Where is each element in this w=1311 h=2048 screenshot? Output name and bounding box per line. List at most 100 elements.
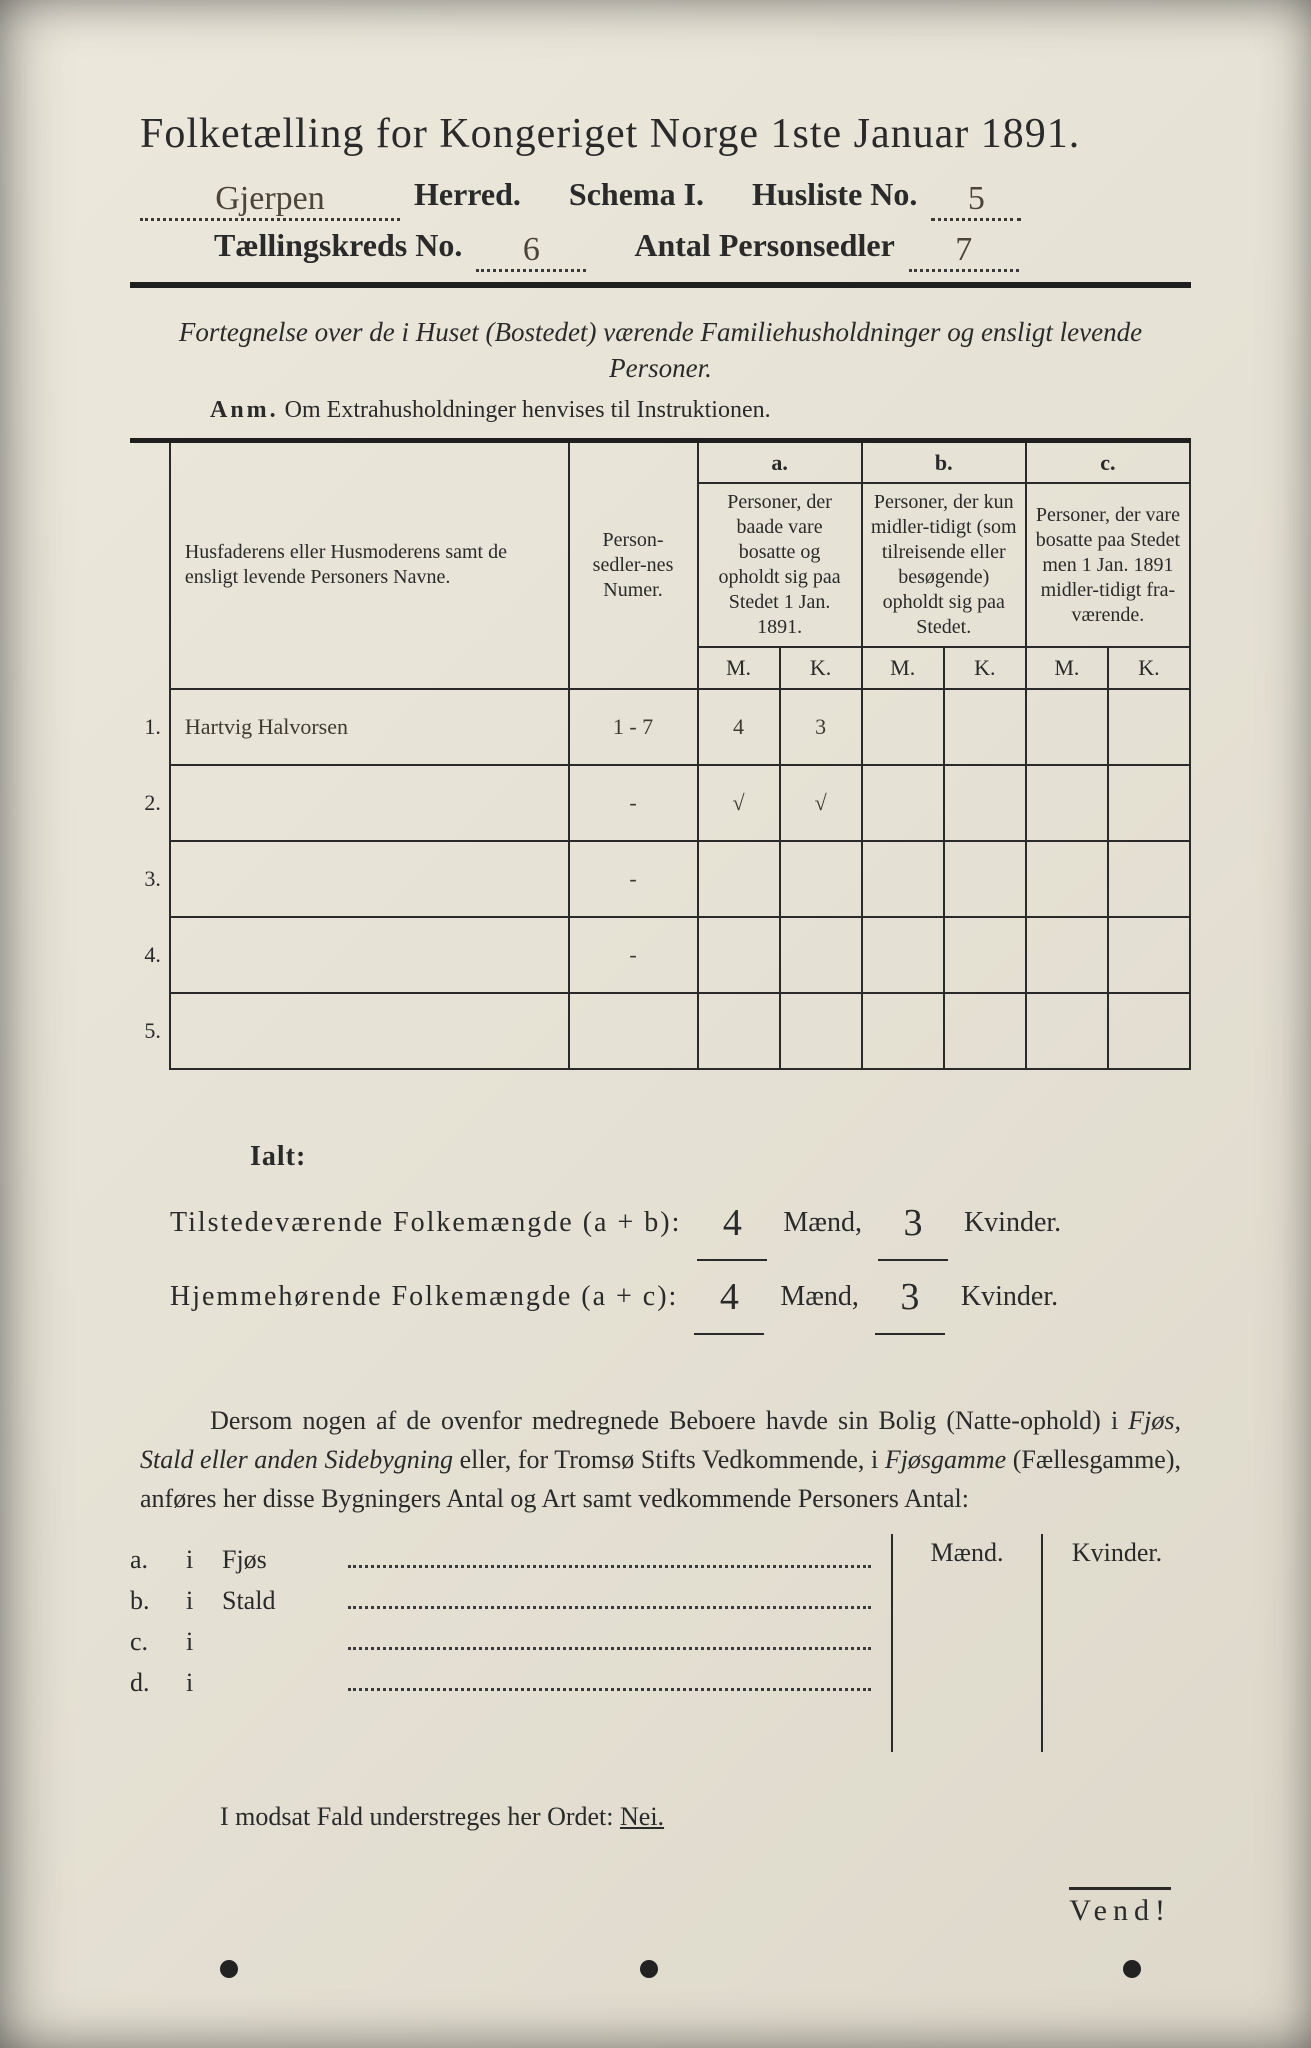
table-row: 5. [130, 993, 1190, 1069]
row-aM: √ [698, 765, 780, 841]
totals-line-2: Hjemmehørende Folkemængde (a + c): 4 Mæn… [170, 1257, 1191, 1331]
row-numer: 1 - 7 [569, 689, 698, 765]
row-number: 3. [130, 841, 170, 917]
row-name [170, 993, 569, 1069]
row-aM: 4 [698, 689, 780, 765]
row-cM [1026, 917, 1108, 993]
opt-name: Fjøs [222, 1545, 332, 1575]
totals-l1-k: 3 [878, 1187, 948, 1261]
row-aK: √ [780, 765, 862, 841]
vend-label: Vend! [1069, 1887, 1171, 1928]
row-aK [780, 917, 862, 993]
col-a-K: K. [780, 647, 862, 689]
row-numer: - [569, 765, 698, 841]
punch-hole [640, 1960, 658, 1978]
col-a-label: a. [698, 440, 862, 483]
col-c-text: Personer, der vare bosatte paa Stedet me… [1026, 483, 1190, 647]
row-cK [1108, 917, 1190, 993]
anm-line: Anm. Om Extrahusholdninger henvises til … [210, 397, 1191, 424]
punch-hole [1123, 1960, 1141, 1978]
kreds-label: Tællingskreds No. [214, 227, 462, 264]
col-b-M: M. [862, 647, 944, 689]
row-bK [944, 917, 1026, 993]
opt-i: i [186, 1668, 206, 1698]
herred-label: Herred. [414, 176, 521, 213]
row-aM [698, 917, 780, 993]
option-line: b.iStald [130, 1583, 871, 1616]
options-list: a.iFjøsb.iStaldc.id.i [130, 1534, 891, 1752]
row-name: Hartvig Halvorsen [170, 689, 569, 765]
col-b-K: K. [944, 647, 1026, 689]
row-bK [944, 993, 1026, 1069]
schema-label: Schema I. [569, 176, 704, 213]
punch-hole [220, 1960, 238, 1978]
table-row: 4. - [130, 917, 1190, 993]
col-b-label: b. [862, 440, 1026, 483]
opt-dots [348, 1624, 871, 1650]
main-table: Husfaderens eller Husmoderens samt de en… [130, 438, 1191, 1070]
row-cM [1026, 765, 1108, 841]
ialt-label: Ialt: [250, 1130, 1191, 1183]
anm-lead: Anm. [210, 397, 279, 423]
row-number: 4. [130, 917, 170, 993]
row-numer [569, 993, 698, 1069]
totals-kvinder-1: Kvinder. [964, 1196, 1061, 1249]
mk-maend: Mænd. [893, 1534, 1043, 1572]
row-name [170, 765, 569, 841]
totals-line-1: Tilstedeværende Folkemængde (a + b): 4 M… [170, 1183, 1191, 1257]
intro-text: Fortegnelse over de i Huset (Bostedet) v… [150, 314, 1171, 387]
antal-value: 7 [909, 231, 1019, 272]
opt-letter: c. [130, 1627, 170, 1657]
table-row: 3. - [130, 841, 1190, 917]
row-bK [944, 689, 1026, 765]
option-line: d. i [130, 1665, 871, 1698]
row-cK [1108, 993, 1190, 1069]
nei-word: Nei. [620, 1802, 664, 1831]
col-c-M: M. [1026, 647, 1108, 689]
row-number: 1. [130, 689, 170, 765]
row-cK [1108, 841, 1190, 917]
row-cM [1026, 993, 1108, 1069]
totals-block: Ialt: Tilstedeværende Folkemængde (a + b… [130, 1130, 1191, 1332]
row-number: 2. [130, 765, 170, 841]
table-row: 2.-√√ [130, 765, 1190, 841]
col-b-text: Personer, der kun midler-tidigt (som til… [862, 483, 1026, 647]
row-aK: 3 [780, 689, 862, 765]
anm-text: Om Extrahusholdninger henvises til Instr… [285, 397, 771, 423]
opt-letter: d. [130, 1668, 170, 1698]
row-aM [698, 993, 780, 1069]
opt-dots [348, 1583, 871, 1609]
opt-dots [348, 1542, 871, 1568]
antal-label: Antal Personsedler [634, 227, 894, 264]
opt-i: i [186, 1586, 206, 1616]
row-bM [862, 993, 944, 1069]
opt-i: i [186, 1627, 206, 1657]
opt-i: i [186, 1545, 206, 1575]
row-numer: - [569, 841, 698, 917]
totals-l1-label: Tilstedeværende Folkemængde (a + b): [170, 1196, 681, 1249]
totals-maend-2: Mænd, [780, 1270, 859, 1323]
row-aK [780, 841, 862, 917]
totals-kvinder-2: Kvinder. [961, 1270, 1058, 1323]
table-row: 1.Hartvig Halvorsen1 - 743 [130, 689, 1190, 765]
opt-dots [348, 1665, 871, 1691]
totals-l2-m: 4 [694, 1261, 764, 1335]
row-cM [1026, 689, 1108, 765]
row-numer: - [569, 917, 698, 993]
nei-line: I modsat Fald understreges her Ordet: Ne… [130, 1802, 1191, 1832]
option-line: a.iFjøs [130, 1542, 871, 1575]
row-cK [1108, 689, 1190, 765]
row-aK [780, 993, 862, 1069]
row-bM [862, 765, 944, 841]
row-bM [862, 689, 944, 765]
col-numer-header: Person-sedler-nes Numer. [569, 440, 698, 689]
mk-kvinder: Kvinder. [1043, 1534, 1191, 1572]
totals-l2-k: 3 [875, 1261, 945, 1335]
totals-maend-1: Mænd, [783, 1196, 862, 1249]
dersom-paragraph: Dersom nogen af de ovenfor medregnede Be… [130, 1401, 1191, 1518]
option-line: c. i [130, 1624, 871, 1657]
header-row-1: Gjerpen Herred. Schema I. Husliste No. 5 [130, 176, 1191, 217]
header-row-2: Tællingskreds No. 6 Antal Personsedler 7 [130, 227, 1191, 268]
mk-col-m [893, 1572, 1043, 1752]
row-aM [698, 841, 780, 917]
